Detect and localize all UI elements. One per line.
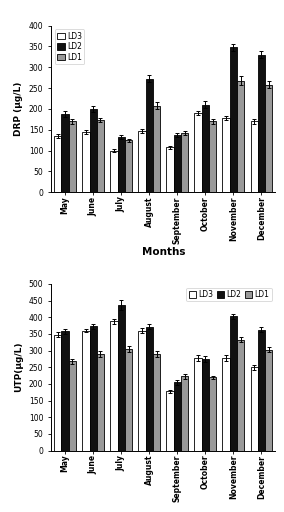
- Bar: [166, 147, 174, 192]
- Bar: [258, 55, 265, 192]
- Bar: [89, 326, 97, 451]
- Bar: [258, 330, 265, 451]
- Bar: [195, 358, 202, 451]
- Bar: [222, 358, 230, 451]
- Bar: [166, 391, 174, 451]
- Bar: [97, 120, 104, 192]
- Bar: [230, 316, 237, 451]
- Bar: [250, 367, 258, 451]
- Y-axis label: DRP (μg/L): DRP (μg/L): [14, 82, 23, 136]
- Bar: [89, 109, 97, 192]
- Bar: [265, 85, 272, 192]
- Bar: [82, 331, 89, 451]
- Bar: [54, 136, 62, 192]
- Legend: LD3, LD2, LD1: LD3, LD2, LD1: [186, 288, 272, 301]
- Bar: [181, 133, 188, 192]
- Legend: LD3, LD2, LD1: LD3, LD2, LD1: [55, 29, 84, 64]
- Bar: [209, 121, 216, 192]
- Bar: [181, 376, 188, 451]
- Bar: [125, 140, 132, 192]
- Bar: [69, 121, 76, 192]
- Bar: [174, 382, 181, 451]
- Bar: [174, 135, 181, 192]
- Bar: [118, 305, 125, 451]
- Bar: [69, 361, 76, 451]
- Y-axis label: UTP(μg/L): UTP(μg/L): [14, 342, 23, 393]
- Bar: [82, 132, 89, 192]
- Bar: [237, 80, 244, 192]
- Bar: [230, 47, 237, 192]
- Bar: [118, 137, 125, 192]
- Bar: [97, 354, 104, 451]
- Bar: [125, 349, 132, 451]
- Bar: [153, 354, 160, 451]
- Bar: [153, 105, 160, 192]
- Bar: [265, 350, 272, 451]
- Bar: [237, 339, 244, 451]
- Bar: [146, 78, 153, 192]
- Bar: [209, 377, 216, 451]
- Bar: [138, 131, 146, 192]
- Bar: [54, 334, 62, 451]
- Bar: [62, 331, 69, 451]
- Bar: [202, 105, 209, 192]
- Bar: [250, 121, 258, 192]
- Bar: [138, 331, 146, 451]
- Bar: [110, 151, 118, 192]
- Bar: [62, 114, 69, 192]
- Bar: [195, 113, 202, 192]
- Bar: [202, 359, 209, 451]
- X-axis label: Months: Months: [141, 247, 185, 257]
- Bar: [222, 118, 230, 192]
- Bar: [110, 321, 118, 451]
- Bar: [146, 327, 153, 451]
